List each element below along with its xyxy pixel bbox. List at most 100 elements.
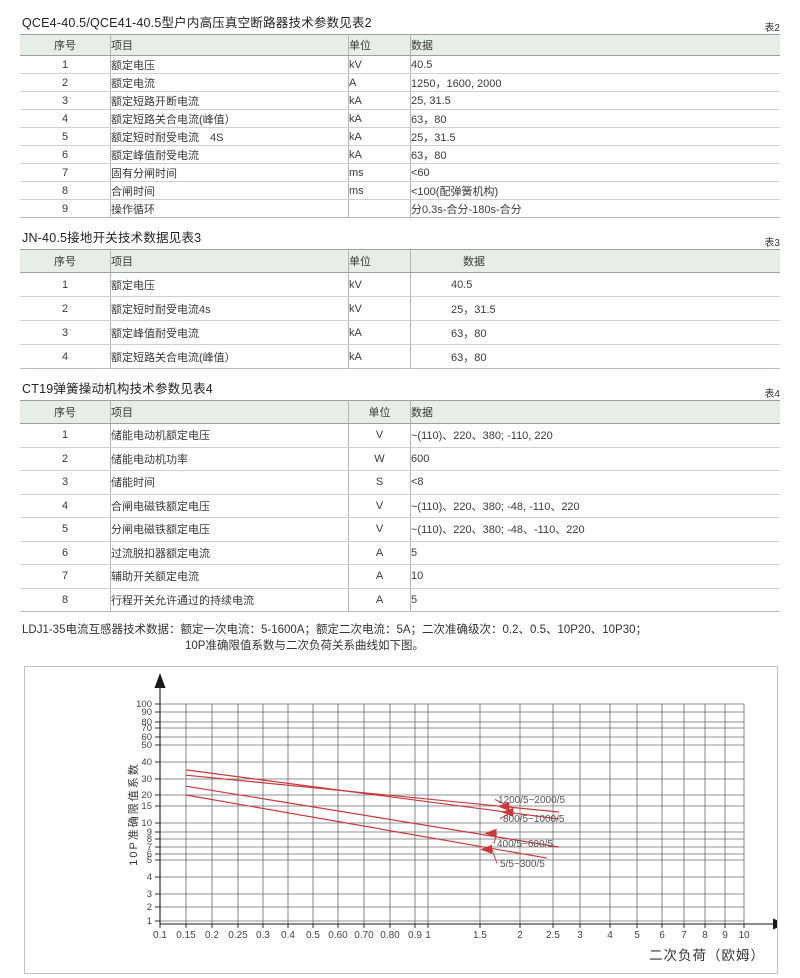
y-tick-label: 6	[147, 849, 152, 860]
curve-annotation: 400/5~600/5	[484, 828, 553, 850]
table-cell: 1250，1600, 2000	[410, 73, 780, 92]
header-row: 序号 项目 单位 数据	[20, 34, 780, 56]
table-row: 2 额定短时耐受电流4s kV 25，31.5	[20, 296, 780, 321]
table-cell: <60	[410, 163, 780, 182]
table-cell: 分闸电磁铁额定电压	[110, 517, 349, 542]
table-cell: kA	[348, 145, 411, 164]
y-tick-label: 7	[147, 842, 152, 853]
table-cell: 1	[20, 272, 111, 297]
table-row: 2 储能电动机功率 W 600	[20, 447, 780, 471]
column-header: 序号	[20, 400, 111, 424]
table-cell: 储能时间	[110, 470, 349, 495]
table-row: 1 额定电压 kV 40.5	[20, 272, 780, 297]
table-cell: 6	[20, 145, 111, 164]
column-header: 单位	[348, 249, 411, 273]
table-cell: 5	[411, 593, 418, 606]
table-cell: 63，80	[451, 351, 487, 364]
table-cell: 操作循环	[110, 199, 349, 218]
column-header: 数据	[410, 34, 780, 56]
table-cell: 固有分闸时间	[110, 163, 349, 182]
y-tick-label: 5	[147, 855, 152, 866]
x-tick-label: 1	[425, 930, 431, 941]
table-cell: V	[348, 494, 411, 518]
column-header: 序号	[20, 34, 111, 56]
table-cell: 40.5	[410, 55, 780, 74]
y-tick-label: 15	[141, 801, 152, 812]
column-header: 数据	[410, 400, 780, 424]
table-cell: A	[348, 541, 411, 565]
table-cell: 辅助开关额定电流	[110, 564, 349, 589]
section-head-breaker: QCE4-40.5/QCE41-40.5型户内高压真空断路器技术参数见表2 表2	[22, 12, 780, 34]
table-cell: 63，80	[410, 320, 780, 345]
table-cell: 5	[20, 127, 111, 146]
table-cell: V	[348, 423, 411, 448]
table-cell: kV	[348, 55, 411, 74]
series-line-2	[185, 774, 559, 813]
table-cell: 3	[20, 320, 111, 345]
curve-annotation: 1200/5~2000/5	[494, 795, 565, 811]
x-axis-arrow-icon	[773, 918, 787, 930]
table-cell: 额定峰值耐受电流	[110, 320, 349, 345]
table-cell: 2	[20, 73, 111, 92]
table-cell: A	[348, 588, 411, 612]
curve-arrow-icon	[501, 807, 514, 817]
section-title-spring-mechanism: CT19弹簧操动机构技术参数见表4	[22, 382, 213, 396]
spring-mechanism-spec-table: 序号 项目 单位 数据 1 储能电动机额定电压 V ~(110)、220、380; -110,…	[20, 400, 780, 612]
table-row: 8 合闸时间 ms <100(配弹簧机构)	[20, 181, 780, 200]
table-cell: A	[348, 73, 411, 92]
table-row: 4 额定短路关合电流(峰值） kA 63，80	[20, 344, 780, 369]
table-row: 6 过流脱扣器额定电流 A 5	[20, 541, 780, 565]
curve-label: 400/5~600/5	[497, 839, 553, 850]
table-cell: 2	[20, 447, 111, 471]
table-cell: ~(110)、220、380; -48、-110、220	[410, 517, 780, 542]
table-row: 5 分闸电磁铁额定电压 V ~(110)、220、380; -48、-110、220	[20, 517, 780, 542]
curve-annotation: 800/5~1000/5	[499, 807, 565, 825]
x-tick-label: 5	[634, 930, 640, 941]
column-header: 项目	[110, 249, 349, 273]
table-cell: 63，80	[410, 145, 780, 164]
table-cell	[348, 199, 411, 218]
y-tick-label: 50	[141, 740, 152, 751]
ct-note-line2: 10P准确限值系数与二次负荷关系曲线如下图。	[185, 640, 424, 652]
table-cell: 额定电压	[110, 55, 349, 74]
table-cell: 4	[20, 109, 111, 128]
table-cell: 10	[410, 564, 780, 589]
x-tick-label: 0.15	[176, 930, 196, 941]
y-tick-label: 1	[147, 916, 152, 927]
y-tick-label: 100	[136, 699, 152, 710]
x-tick-label: 0.70	[354, 930, 374, 941]
y-tick-label: 40	[141, 757, 152, 768]
table-cell: 额定电流	[110, 73, 349, 92]
table-cell: kV	[348, 272, 411, 297]
table-cell: ms	[348, 181, 411, 200]
table-cell: 9	[20, 199, 111, 218]
y-tick-label: 90	[141, 707, 152, 718]
table-cell: ~(110)、220、380; -110, 220	[410, 423, 780, 448]
series-line-1	[185, 769, 559, 820]
x-axis-title: 二次负荷（欧姆）	[649, 948, 765, 963]
table-cell: 4	[20, 344, 111, 369]
y-tick-label: 20	[141, 790, 152, 801]
x-tick-label: 0.5	[306, 930, 320, 941]
table-cell: 分0.3s-合分-180s-合分	[411, 203, 522, 216]
y-tick-label: 2	[147, 902, 152, 913]
table-cell: 8	[20, 181, 111, 200]
table-row: 3 储能时间 S <8	[20, 470, 780, 495]
y-tick-label: 60	[141, 732, 152, 743]
table-cell: 过流脱扣器额定电流	[110, 541, 349, 565]
header-row: 序号 项目 单位 数据	[20, 400, 780, 424]
table-cell: 1	[20, 423, 111, 448]
table-row: 3 额定短路开断电流 kA 25, 31.5	[20, 91, 780, 110]
table-cell: 63，80	[410, 109, 780, 128]
x-tick-label: 3	[577, 930, 583, 941]
table-cell: 储能电动机功率	[110, 447, 349, 471]
table-row: 8 行程开关允许通过的持续电流 A 5	[20, 588, 780, 612]
table-cell: kA	[348, 320, 411, 345]
series-line-3	[185, 785, 559, 848]
y-tick-label: 10	[141, 818, 152, 829]
table-cell: V	[348, 517, 411, 542]
document-page: QCE4-40.5/QCE41-40.5型户内高压真空断路器技术参数见表2 表2…	[20, 12, 787, 974]
header-row: 序号 项目 单位 数据	[20, 249, 780, 273]
y-tick-label: 4	[147, 872, 152, 883]
y-axis-arrow-icon	[154, 673, 166, 688]
